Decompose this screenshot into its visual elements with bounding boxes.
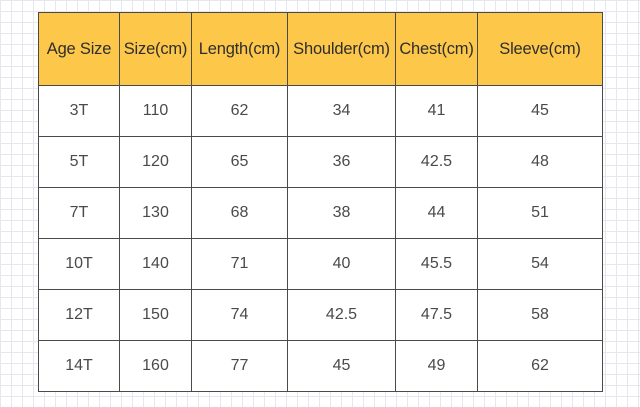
cell-chest: 47.5	[395, 289, 478, 341]
cell-shoulder: 36	[287, 136, 396, 188]
cell-age-size: 5T	[38, 136, 120, 188]
cell-chest: 44	[395, 187, 478, 239]
table-row: 10T 140 71 40 45.5 54	[38, 238, 603, 290]
cell-sleeve: 54	[477, 238, 603, 290]
cell-chest: 45.5	[395, 238, 478, 290]
header-length: Length(cm)	[191, 12, 288, 86]
header-size: Size(cm)	[119, 12, 192, 86]
cell-age-size: 14T	[38, 340, 120, 392]
cell-sleeve: 51	[477, 187, 603, 239]
cell-shoulder: 42.5	[287, 289, 396, 341]
header-shoulder: Shoulder(cm)	[287, 12, 396, 86]
cell-shoulder: 45	[287, 340, 396, 392]
header-sleeve: Sleeve(cm)	[477, 12, 603, 86]
cell-size: 140	[119, 238, 192, 290]
cell-size: 150	[119, 289, 192, 341]
cell-length: 68	[191, 187, 288, 239]
header-age-size: Age Size	[38, 12, 120, 86]
cell-shoulder: 38	[287, 187, 396, 239]
cell-age-size: 10T	[38, 238, 120, 290]
cell-chest: 41	[395, 85, 478, 137]
cell-age-size: 12T	[38, 289, 120, 341]
cell-length: 71	[191, 238, 288, 290]
cell-age-size: 3T	[38, 85, 120, 137]
cell-size: 120	[119, 136, 192, 188]
cell-age-size: 7T	[38, 187, 120, 239]
cell-sleeve: 45	[477, 85, 603, 137]
cell-shoulder: 34	[287, 85, 396, 137]
header-chest: Chest(cm)	[395, 12, 478, 86]
table-row: 14T 160 77 45 49 62	[38, 340, 603, 392]
cell-length: 77	[191, 340, 288, 392]
cell-sleeve: 48	[477, 136, 603, 188]
cell-chest: 49	[395, 340, 478, 392]
cell-shoulder: 40	[287, 238, 396, 290]
table-row: 3T 110 62 34 41 45	[38, 85, 603, 137]
cell-sleeve: 58	[477, 289, 603, 341]
cell-length: 62	[191, 85, 288, 137]
table-row: 12T 150 74 42.5 47.5 58	[38, 289, 603, 341]
cell-size: 110	[119, 85, 192, 137]
cell-size: 130	[119, 187, 192, 239]
cell-sleeve: 62	[477, 340, 603, 392]
table-row: 7T 130 68 38 44 51	[38, 187, 603, 239]
cell-size: 160	[119, 340, 192, 392]
table-row: 5T 120 65 36 42.5 48	[38, 136, 603, 188]
cell-chest: 42.5	[395, 136, 478, 188]
header-row: Age Size Size(cm) Length(cm) Shoulder(cm…	[38, 12, 603, 86]
cell-length: 65	[191, 136, 288, 188]
size-chart-table: Age Size Size(cm) Length(cm) Shoulder(cm…	[38, 12, 603, 392]
cell-length: 74	[191, 289, 288, 341]
